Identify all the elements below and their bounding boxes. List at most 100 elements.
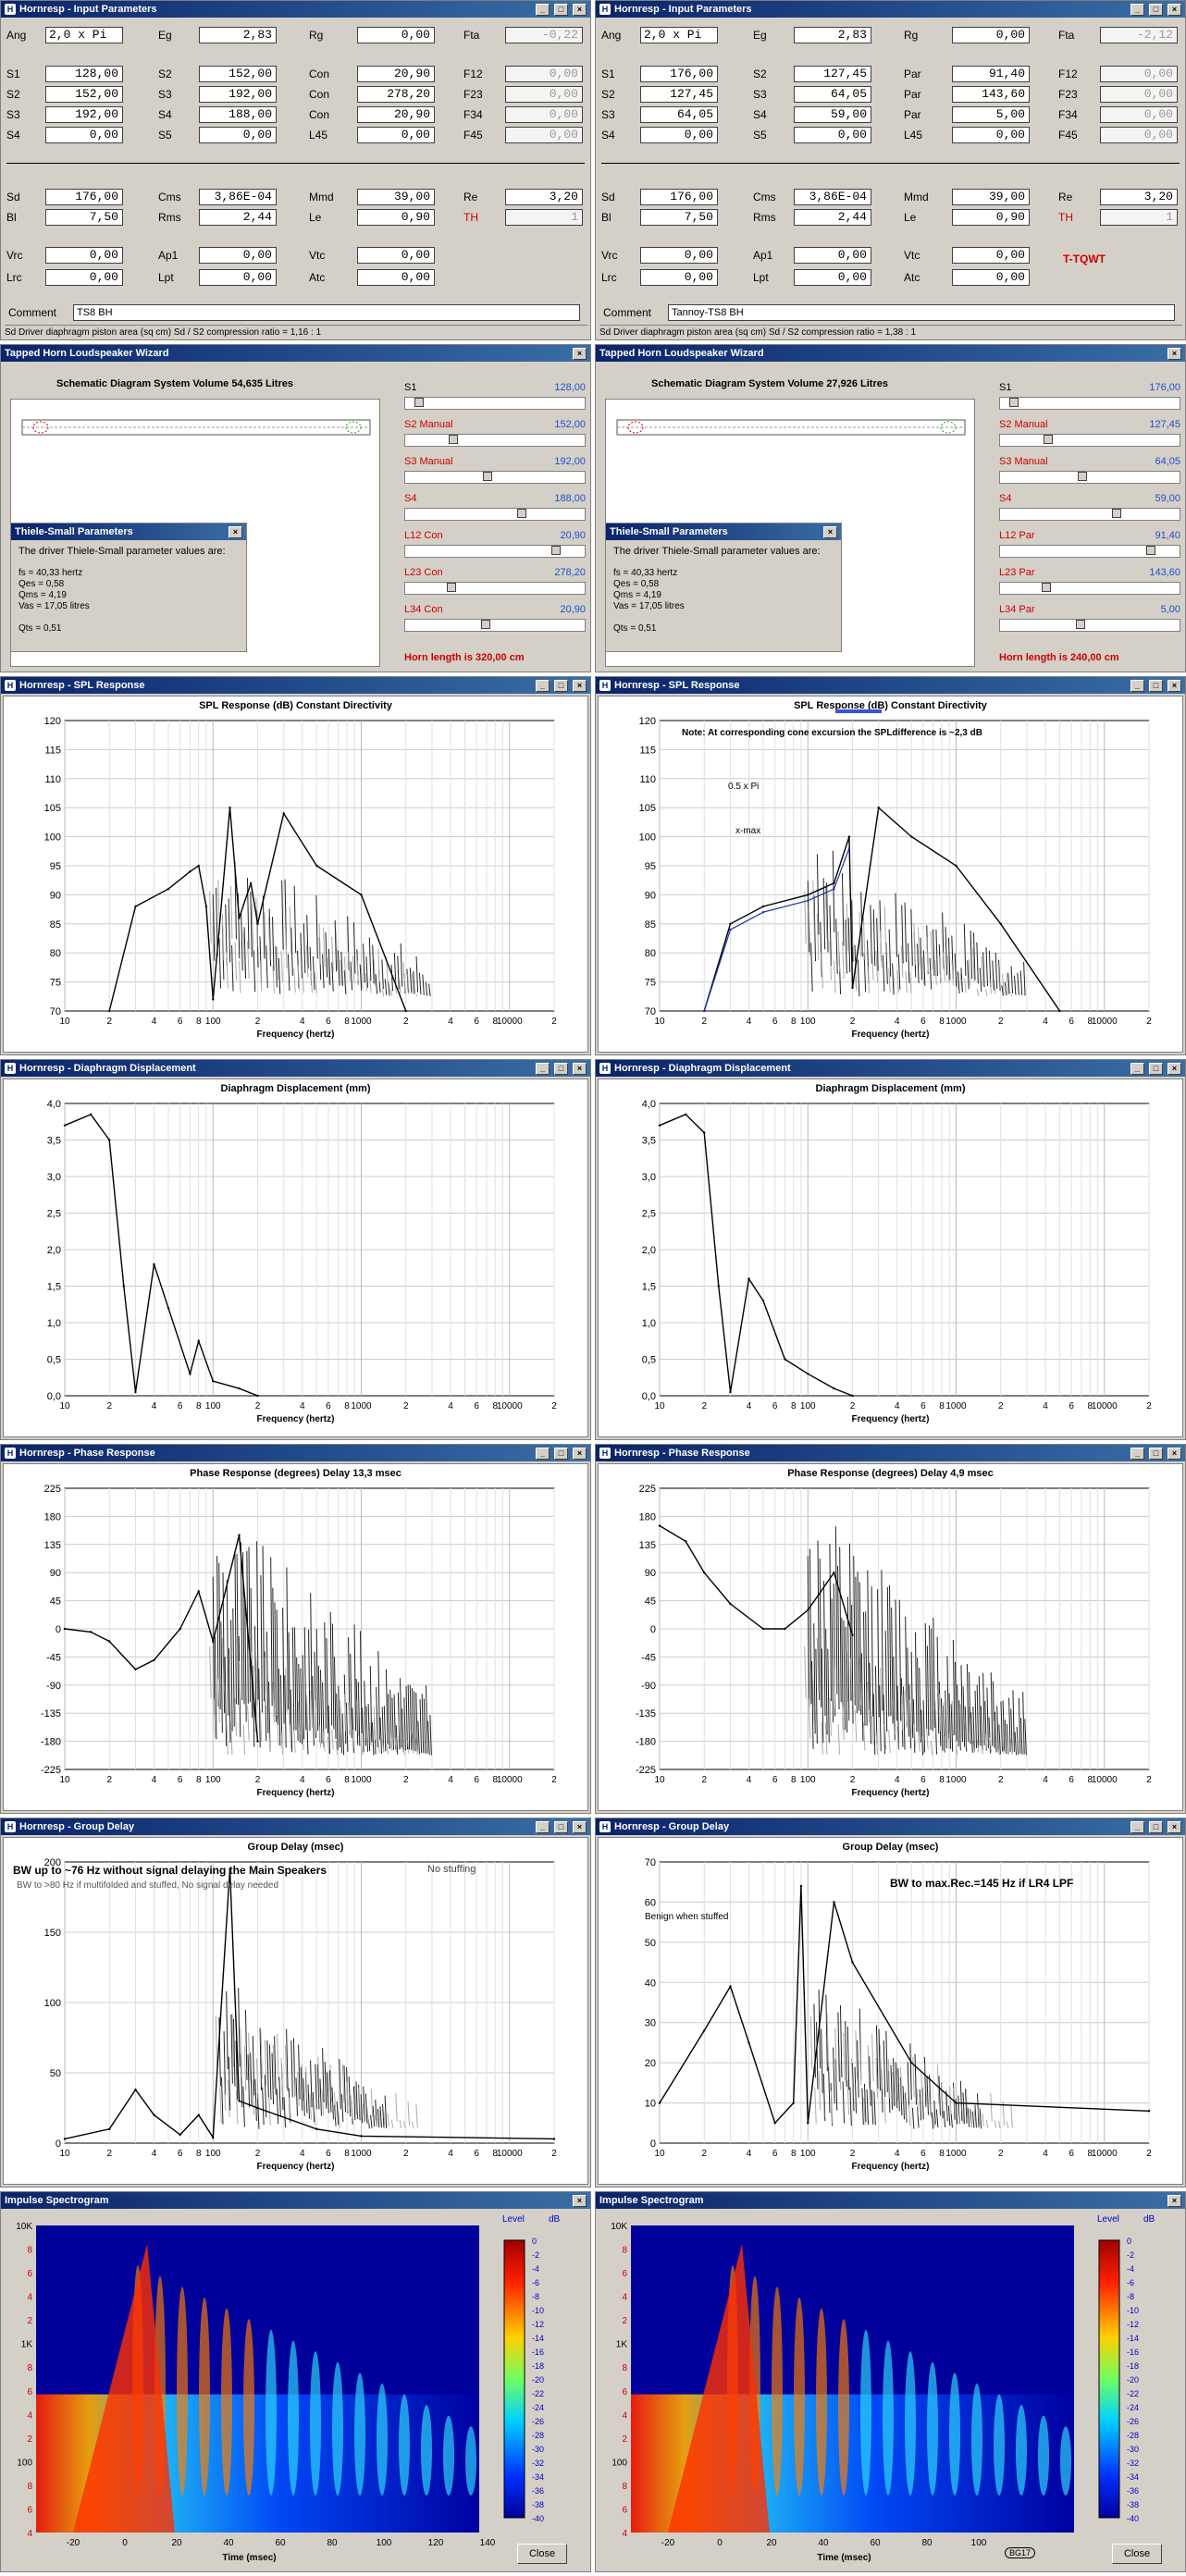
field-vtc[interactable]: 0,00	[952, 247, 1030, 264]
maximize-window-button[interactable]: □	[554, 1820, 568, 1833]
close-window-button[interactable]: ×	[1167, 3, 1181, 16]
field-vrc[interactable]: 0,00	[640, 247, 718, 264]
slider-2[interactable]	[999, 434, 1180, 447]
close-window-button[interactable]: ×	[1167, 1062, 1181, 1075]
minimize-window-button[interactable]: _	[536, 3, 550, 16]
area-field[interactable]: 0,00	[1100, 127, 1178, 143]
field-rms[interactable]: 2,44	[199, 209, 277, 226]
field-sd[interactable]: 176,00	[45, 189, 123, 205]
field-le[interactable]: 0,90	[952, 209, 1030, 226]
close-window-button[interactable]: ×	[1167, 1820, 1181, 1833]
field-le[interactable]: 0,90	[357, 209, 435, 226]
area-field[interactable]: 127,45	[640, 86, 718, 103]
field-rg[interactable]: 0,00	[357, 27, 435, 43]
area-field[interactable]: 0,00	[505, 106, 583, 123]
area-field[interactable]: 0,00	[505, 66, 583, 82]
slider-7[interactable]	[404, 619, 586, 632]
field-re[interactable]: 3,20	[505, 189, 583, 205]
slider-6[interactable]	[404, 582, 586, 595]
close-window-button[interactable]: ×	[573, 1447, 587, 1460]
area-field[interactable]: 152,00	[45, 86, 123, 103]
slider-5[interactable]	[404, 545, 586, 558]
field-ap1[interactable]: 0,00	[199, 247, 277, 264]
slider-thumb[interactable]	[1042, 583, 1051, 592]
field-th[interactable]: 1	[505, 209, 583, 226]
field-mmd[interactable]: 39,00	[357, 189, 435, 205]
maximize-window-button[interactable]: □	[554, 679, 568, 692]
field-lrc[interactable]: 0,00	[45, 269, 123, 286]
close-window-button[interactable]: ×	[573, 679, 587, 692]
area-field[interactable]: 0,00	[794, 127, 871, 143]
close-window-button[interactable]: ×	[573, 2194, 587, 2207]
field-bl[interactable]: 7,50	[640, 209, 718, 226]
close-window-button[interactable]: ×	[573, 3, 587, 16]
field-mmd[interactable]: 39,00	[952, 189, 1030, 205]
maximize-window-button[interactable]: □	[1149, 1062, 1163, 1075]
area-field[interactable]: 0,00	[505, 86, 583, 103]
slider-6[interactable]	[999, 582, 1180, 595]
area-field[interactable]: 0,00	[199, 127, 277, 143]
close-window-button[interactable]: ×	[1167, 679, 1181, 692]
slider-thumb[interactable]	[481, 620, 490, 629]
slider-thumb[interactable]	[483, 472, 492, 481]
close-window-button[interactable]: ×	[229, 525, 242, 538]
maximize-window-button[interactable]: □	[1149, 1820, 1163, 1833]
minimize-window-button[interactable]: _	[536, 679, 550, 692]
minimize-window-button[interactable]: _	[536, 1820, 550, 1833]
field-cms[interactable]: 3,86E-04	[199, 189, 277, 205]
field-fta[interactable]: -2,12	[1100, 27, 1178, 43]
minimize-window-button[interactable]: _	[1130, 1820, 1144, 1833]
field-sd[interactable]: 176,00	[640, 189, 718, 205]
slider-thumb[interactable]	[1009, 398, 1019, 407]
field-atc[interactable]: 0,00	[952, 269, 1030, 286]
field-eg[interactable]: 2,83	[199, 27, 277, 43]
slider-thumb[interactable]	[414, 398, 424, 407]
area-field[interactable]: 0,00	[1100, 106, 1178, 123]
slider-thumb[interactable]	[1076, 620, 1085, 629]
field-ang[interactable]: 2,0 x Pi	[640, 27, 718, 43]
area-field[interactable]: 192,00	[199, 86, 277, 103]
slider-4[interactable]	[999, 508, 1180, 521]
area-field[interactable]: 0,00	[640, 127, 718, 143]
field-ap1[interactable]: 0,00	[794, 247, 871, 264]
area-field[interactable]: 20,90	[357, 106, 435, 123]
area-field[interactable]: 152,00	[199, 66, 277, 82]
area-field[interactable]: 0,00	[1100, 86, 1178, 103]
maximize-window-button[interactable]: □	[1149, 1447, 1163, 1460]
area-field[interactable]: 143,60	[952, 86, 1030, 103]
minimize-window-button[interactable]: _	[1130, 1447, 1144, 1460]
area-field[interactable]: 278,20	[357, 86, 435, 103]
minimize-window-button[interactable]: _	[536, 1447, 550, 1460]
close-window-button[interactable]: ×	[573, 1062, 587, 1075]
slider-2[interactable]	[404, 434, 586, 447]
field-rg[interactable]: 0,00	[952, 27, 1030, 43]
area-field[interactable]: 176,00	[640, 66, 718, 82]
area-field[interactable]: 64,05	[640, 106, 718, 123]
field-th[interactable]: 1	[1100, 209, 1178, 226]
slider-thumb[interactable]	[1078, 472, 1087, 481]
slider-3[interactable]	[999, 471, 1180, 484]
slider-thumb[interactable]	[551, 546, 561, 555]
field-lpt[interactable]: 0,00	[199, 269, 277, 286]
maximize-window-button[interactable]: □	[554, 1447, 568, 1460]
comment-field[interactable]: TS8 BH	[73, 304, 580, 321]
field-vrc[interactable]: 0,00	[45, 247, 123, 264]
minimize-window-button[interactable]: _	[1130, 679, 1144, 692]
comment-field[interactable]: Tannoy-TS8 BH	[668, 304, 1175, 321]
slider-3[interactable]	[404, 471, 586, 484]
field-lrc[interactable]: 0,00	[640, 269, 718, 286]
field-ang[interactable]: 2,0 x Pi	[45, 27, 123, 43]
slider-thumb[interactable]	[1112, 509, 1121, 518]
minimize-window-button[interactable]: _	[1130, 1062, 1144, 1075]
area-field[interactable]: 192,00	[45, 106, 123, 123]
area-field[interactable]: 0,00	[357, 127, 435, 143]
slider-thumb[interactable]	[1044, 435, 1053, 444]
field-lpt[interactable]: 0,00	[794, 269, 871, 286]
close-window-button[interactable]: ×	[1167, 347, 1181, 360]
maximize-window-button[interactable]: □	[1149, 3, 1163, 16]
slider-1[interactable]	[404, 397, 586, 410]
area-field[interactable]: 0,00	[45, 127, 123, 143]
area-field[interactable]: 64,05	[794, 86, 871, 103]
slider-thumb[interactable]	[517, 509, 526, 518]
area-field[interactable]: 188,00	[199, 106, 277, 123]
